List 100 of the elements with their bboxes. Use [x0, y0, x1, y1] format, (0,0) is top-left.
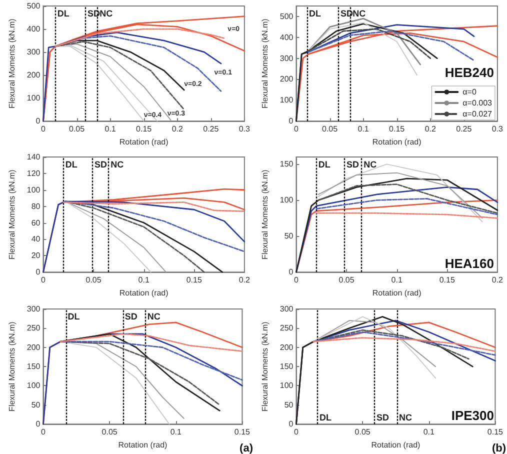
ref-line-label: SD [346, 160, 360, 170]
text: (b) [492, 442, 506, 454]
legend-label: α=0 [462, 88, 477, 96]
y-tick-label: 0 [288, 116, 294, 126]
x-tick-label: 0.2 [238, 276, 251, 285]
y-tick-label: 100 [280, 196, 294, 205]
x-tick-label: 0.15 [487, 427, 504, 436]
ref-line-label: SD [376, 412, 390, 422]
y-tick-label: 300 [280, 54, 294, 63]
x-tick-label: 0.1 [423, 427, 435, 436]
y-tick-label: 200 [280, 342, 294, 352]
x-tick-label: 0.2 [492, 276, 504, 285]
x-tick-label: 0.05 [354, 427, 371, 436]
y-tick-label: 150 [280, 160, 294, 170]
y-tick-label: 150 [26, 362, 41, 371]
y-tick-label: 50 [31, 400, 41, 410]
x-tick-label: 0.3 [492, 124, 504, 134]
y-axis-title: Flexural Moments (kN.m) [8, 18, 16, 108]
x-tick-label: 0.25 [203, 124, 220, 134]
y-tick-label: 300 [26, 48, 41, 57]
x-tick-label: 0.1 [138, 276, 150, 285]
y-tick-label: 0 [288, 268, 294, 277]
y-tick-label: 100 [26, 94, 41, 103]
x-tick-label: 0.05 [338, 276, 355, 285]
x-tick-label: 0.3 [238, 124, 251, 134]
y-tick-label: 400 [280, 32, 294, 42]
ref-line-label: NC [110, 160, 124, 170]
ref-line-label: SD [340, 8, 354, 18]
y-tick-label: 150 [280, 362, 294, 371]
y-tick-label: 40 [31, 235, 41, 244]
x-tick-label: 0.1 [104, 124, 116, 134]
y-tick-label: 0 [288, 419, 294, 428]
x-axis-title: Rotation (rad) [372, 288, 422, 298]
ref-line-label: DL [57, 8, 70, 18]
ref-line-label: SD [124, 311, 138, 322]
x-tick-label: 0.05 [86, 276, 102, 285]
y-tick-label: 50 [284, 232, 294, 241]
y-tick-label: 20 [31, 251, 41, 260]
ref-line-label: NC [100, 8, 114, 18]
annotation: HEA160 [444, 256, 494, 272]
y-tick-label: 100 [280, 96, 294, 105]
ref-line-label: DL [65, 160, 78, 170]
text: (a) [240, 442, 254, 454]
ref-line-label: SD [94, 160, 108, 170]
y-tick-label: 500 [26, 2, 41, 10]
ref-line-label: SD [88, 8, 100, 18]
y-tick-label: 400 [26, 24, 41, 34]
x-tick-label: 0.15 [136, 124, 152, 134]
x-tick-label: 0.05 [68, 124, 86, 134]
y-tick-label: 120 [26, 169, 41, 178]
y-axis-title: Flexural Moments (kN.m) [260, 320, 270, 412]
y-tick-label: 500 [280, 12, 294, 21]
y-tick-label: 140 [26, 152, 41, 162]
y-axis-title: Flexural Moments (kN.m) [8, 170, 16, 260]
y-tick-label: 80 [31, 202, 41, 212]
ref-line-label: DL [319, 412, 332, 422]
ref-line-label: NC [364, 160, 378, 170]
ref-line-label: NC [352, 8, 366, 18]
y-axis-title: Flexural Moments (kN.m) [8, 320, 16, 412]
x-axis-title: Rotation (rad) [372, 138, 422, 146]
x-axis-title: Rotation (rad) [371, 440, 421, 450]
y-tick-label: 100 [26, 186, 41, 195]
ref-line-label: DL [318, 160, 331, 170]
x-tick-label: 0.15 [186, 276, 202, 285]
x-tick-label: 0.15 [234, 427, 251, 436]
annotation: HEB240 [444, 65, 494, 80]
y-tick-label: 200 [280, 74, 294, 84]
x-tick-label: 0.2 [424, 124, 436, 134]
legend-label: α=0.027 [462, 110, 493, 118]
y-tick-label: 250 [280, 323, 294, 332]
x-tick-label: 0.05 [322, 124, 338, 134]
y-tick-label: 0 [36, 268, 41, 277]
y-tick-label: 50 [284, 400, 294, 410]
y-tick-label: 200 [26, 70, 41, 80]
x-tick-label: 0.15 [439, 276, 456, 285]
x-axis-title: Rotation (rad) [119, 138, 169, 146]
ref-line-label: NC [399, 412, 413, 422]
annotation: IPE300 [451, 408, 494, 423]
x-tick-label: 0.1 [358, 124, 370, 134]
x-tick-label: 0.1 [391, 276, 403, 285]
x-tick-label: 0.25 [456, 124, 472, 134]
x-axis-title: Rotation (rad) [119, 288, 169, 298]
y-tick-label: 300 [280, 304, 294, 314]
y-tick-label: 250 [26, 323, 41, 332]
y-tick-label: 100 [26, 380, 41, 390]
y-axis-title: Flexural Moments (kN.m) [260, 170, 270, 260]
x-tick-label: 0.1 [170, 427, 182, 436]
y-tick-label: 0 [36, 419, 41, 428]
x-tick-label: 0.15 [389, 124, 406, 134]
x-axis-title: Rotation (rad) [118, 440, 168, 450]
y-tick-label: 100 [280, 380, 294, 390]
y-tick-label: 60 [31, 218, 41, 228]
y-tick-label: 0 [36, 116, 41, 126]
x-tick-label: 0.2 [172, 124, 184, 134]
y-axis-title: Flexural Moments (kN.m) [260, 18, 270, 108]
ref-line-label: DL [308, 8, 322, 18]
legend-label: α=0.003 [462, 98, 493, 108]
y-tick-label: 300 [26, 304, 41, 314]
ref-line-label: DL [68, 311, 80, 322]
x-tick-label: 0.05 [102, 427, 118, 436]
